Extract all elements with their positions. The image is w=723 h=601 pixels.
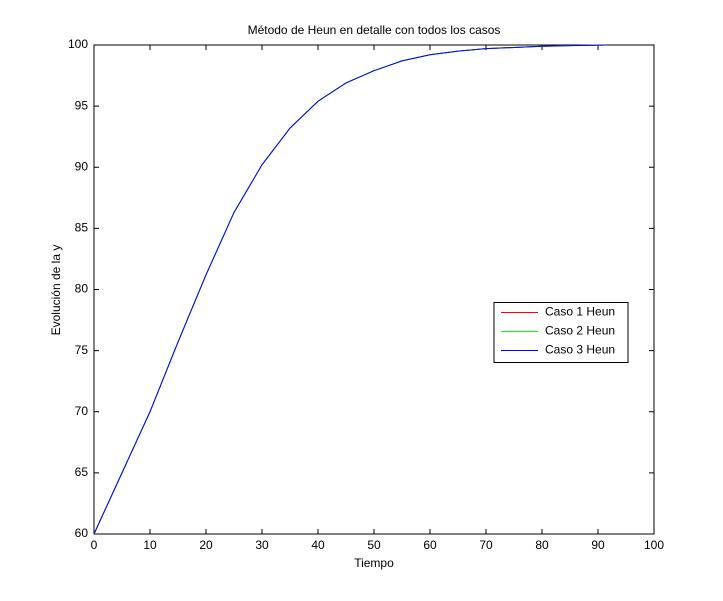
x-tick-label: 60 [423, 538, 437, 552]
legend-label: Caso 1 Heun [545, 305, 615, 319]
x-axis-label: Tiempo [354, 556, 394, 570]
y-tick-label: 100 [68, 37, 88, 51]
x-tick-label: 70 [479, 538, 493, 552]
y-tick-label: 95 [75, 98, 89, 112]
legend-label: Caso 2 Heun [545, 324, 615, 338]
x-tick-label: 100 [644, 538, 664, 552]
x-tick-label: 0 [91, 538, 98, 552]
chart-title: Método de Heun en detalle con todos los … [248, 23, 501, 37]
y-tick-label: 90 [75, 159, 89, 173]
y-tick-label: 75 [75, 343, 89, 357]
x-tick-label: 90 [591, 538, 605, 552]
legend-label: Caso 3 Heun [545, 343, 615, 357]
series-line [93, 44, 607, 535]
y-tick-label: 80 [75, 282, 89, 296]
x-tick-label: 20 [199, 538, 213, 552]
x-tick-label: 10 [143, 538, 157, 552]
x-tick-label: 50 [367, 538, 381, 552]
y-tick-label: 70 [75, 404, 89, 418]
x-tick-label: 30 [255, 538, 269, 552]
axes-box [93, 44, 655, 535]
y-tick-label: 65 [75, 465, 89, 479]
y-axis-label: Evolución de la y [49, 245, 63, 336]
y-tick-label: 60 [75, 526, 89, 540]
x-tick-label: 80 [535, 538, 549, 552]
x-tick-label: 40 [311, 538, 325, 552]
y-tick-label: 85 [75, 221, 89, 235]
